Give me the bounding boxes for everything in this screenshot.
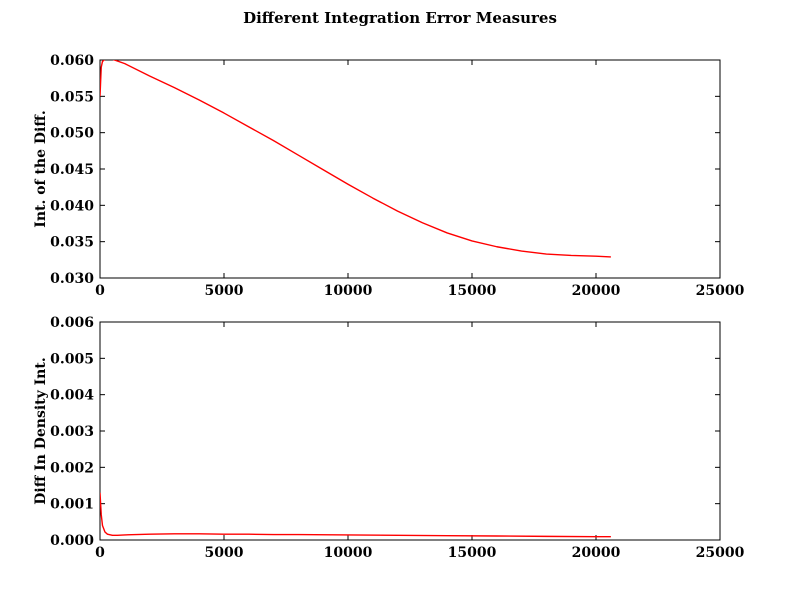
x-tick-label: 15000	[448, 283, 497, 299]
top-subplot: 0 5000 10000 15000 20000 25000 0.030 0.035 0.040…	[33, 53, 745, 299]
y-tick-label: 0.005	[50, 351, 94, 367]
axes-frame	[99, 59, 721, 279]
y-tick-label: 0.035	[50, 235, 94, 251]
x-tick-label: 10000	[324, 545, 373, 561]
y-tick-label: 0.003	[50, 424, 94, 440]
bottom-subplot: 0 5000 10000 15000 20000 25000 0.000 0.001 0.002…	[33, 315, 745, 561]
y-tick-label: 0.004	[50, 388, 94, 404]
y-tick-label: 0.050	[50, 126, 94, 142]
y-tick-label: 0.006	[50, 315, 94, 331]
y-tick-label: 0.002	[50, 460, 94, 476]
x-tick-label: 25000	[696, 545, 745, 561]
y-tick-label: 0.000	[50, 533, 94, 549]
x-tick-label: 0	[95, 545, 105, 561]
x-tick-label: 5000	[205, 283, 244, 299]
x-tick-label: 10000	[324, 283, 373, 299]
y-tick-label: 0.045	[50, 162, 94, 178]
y-tick-label: 0.055	[50, 89, 94, 105]
y-tick-label: 0.040	[50, 198, 94, 214]
x-tick-label: 0	[95, 283, 105, 299]
y-axis-label: Int. of the Diff.	[33, 110, 49, 227]
y-axis-label: Diff In Density Int.	[33, 357, 49, 504]
x-tick-label: 20000	[572, 283, 621, 299]
y-tick-label: 0.001	[50, 497, 94, 513]
x-tick-label: 25000	[696, 283, 745, 299]
x-tick-label: 20000	[572, 545, 621, 561]
axes-frame	[99, 321, 721, 541]
y-tick-label: 0.060	[50, 53, 94, 69]
figure-title: Different Integration Error Measures	[243, 9, 557, 27]
series-line	[100, 60, 611, 258]
x-tick-label: 15000	[448, 545, 497, 561]
x-tick-label: 5000	[205, 545, 244, 561]
y-tick-label: 0.030	[50, 271, 94, 287]
series-line	[100, 492, 611, 538]
